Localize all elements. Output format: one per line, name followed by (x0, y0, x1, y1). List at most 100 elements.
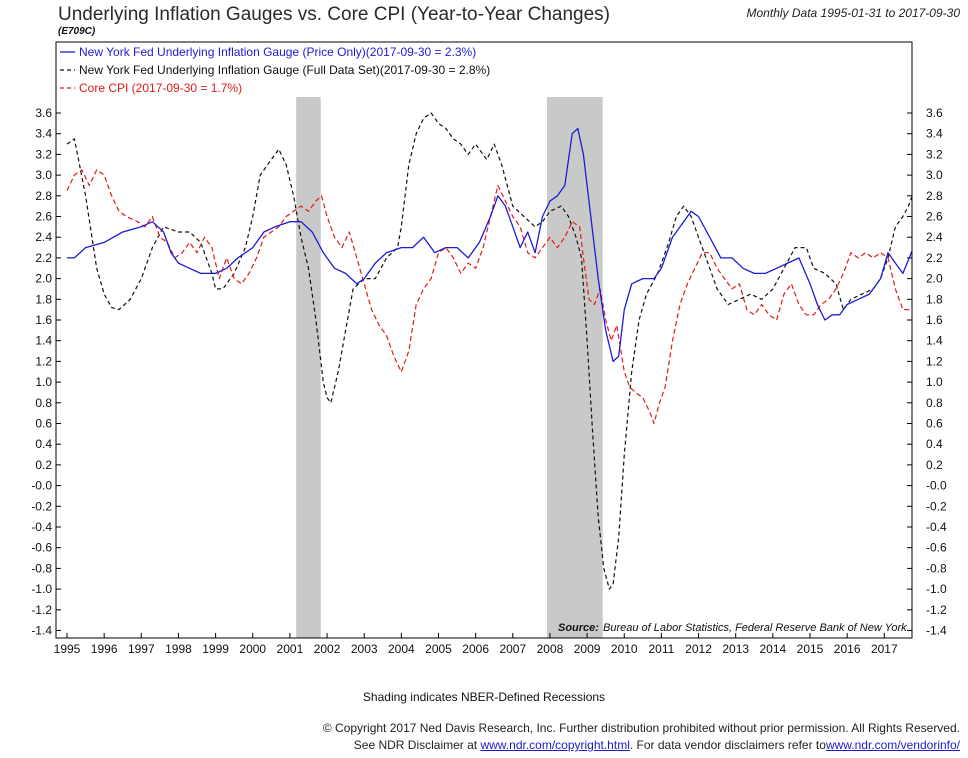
series-line-2 (66, 169, 913, 425)
x-tick-label: 2006 (462, 642, 489, 656)
y-tick-label-left: -1.4 (31, 624, 52, 638)
y-tick-label-right: -0.8 (926, 561, 947, 575)
y-tick-label-right: 0.4 (926, 437, 943, 451)
y-tick-label-right: -1.0 (926, 582, 947, 596)
y-tick-label-left: 1.2 (35, 354, 52, 368)
y-tick-label-right: 0.2 (926, 458, 943, 472)
y-tick-label-right: 1.4 (926, 334, 943, 348)
x-tick-label: 2004 (388, 642, 415, 656)
copyright-link[interactable]: www.ndr.com/copyright.html (480, 738, 630, 752)
y-ticks-left: 3.6 3.4 3.2 3.0 2.8 2.6 2.4 2.2 2.0 1.8 1.6 1.4 1.2 1… (31, 106, 61, 638)
y-tick-label-left: 2.6 (35, 210, 52, 224)
copyright: © Copyright 2017 Ned Davis Research, Inc… (322, 721, 960, 735)
y-tick-label-left: 1.4 (35, 334, 52, 348)
x-tick-label: 2000 (239, 642, 266, 656)
x-tick-label: 2012 (685, 642, 712, 656)
y-tick-label-left: 3.2 (35, 147, 52, 161)
x-ticks: 1995 1996 1997 1998 1999 2000 2001 2002 2003 2004… (54, 633, 898, 656)
y-tick-label-left: 3.0 (35, 168, 52, 182)
y-tick-label-right: 3.0 (926, 168, 943, 182)
y-tick-label-left: -0.6 (31, 541, 52, 555)
series-lines (66, 112, 913, 590)
disclaimer-prefix: See NDR Disclaimer at (353, 738, 481, 752)
x-tick-label: 1999 (202, 642, 229, 656)
x-tick-label: 1996 (91, 642, 118, 656)
y-tick-label-left: 1.0 (35, 375, 52, 389)
x-tick-label: 2005 (425, 642, 452, 656)
y-tick-label-left: -1.2 (31, 603, 52, 617)
x-tick-label: 2017 (871, 642, 898, 656)
x-tick-label: 1995 (54, 642, 81, 656)
recession-band-1 (546, 97, 603, 638)
series-line-0 (67, 127, 913, 363)
y-tick-label-right: 2.2 (926, 251, 943, 265)
x-tick-label: 2003 (351, 642, 378, 656)
y-tick-label-right: 2.4 (926, 230, 943, 244)
y-tick-label-left: 0.6 (35, 417, 52, 431)
source-text: Bureau of Labor Statistics, Federal Rese… (603, 622, 907, 634)
y-tick-label-left: -0.0 (31, 479, 52, 493)
chart-code: (E709C) (58, 26, 96, 37)
source-note: Source: Bureau of Labor Statistics, Fede… (558, 622, 907, 634)
y-tick-label-right: 0.8 (926, 396, 943, 410)
y-tick-label-right: 1.6 (926, 313, 943, 327)
date-range: Monthly Data 1995-01-31 to 2017-09-30 (746, 6, 960, 20)
disclaimer: See NDR Disclaimer at www.ndr.com/copyri… (354, 738, 960, 752)
disclaimer-mid: . For data vendor disclaimers refer to (629, 738, 826, 752)
x-tick-label: 1997 (128, 642, 155, 656)
x-tick-label: 2002 (314, 642, 341, 656)
y-tick-label-left: 2.2 (35, 251, 52, 265)
plot-frame (55, 41, 913, 639)
y-tick-label-left: 3.6 (35, 106, 52, 120)
x-tick-label: 2001 (277, 642, 304, 656)
series-line-1 (66, 112, 913, 590)
recession-note: Shading indicates NBER-Defined Recession… (362, 690, 606, 704)
y-tick-label-right: 2.8 (926, 189, 943, 203)
y-ticks-right: 3.6 3.4 3.2 3.0 2.8 2.6 2.4 2.2 2.0 1.8 1.6 1.4 1.2 1… (907, 106, 947, 638)
y-tick-label-right: 2.0 (926, 272, 943, 286)
x-tick-label: 2007 (499, 642, 526, 656)
y-tick-label-left: 0.2 (35, 458, 52, 472)
y-tick-label-left: 0.8 (35, 396, 52, 410)
x-tick-label: 2015 (797, 642, 824, 656)
y-tick-label-left: 3.4 (35, 127, 52, 141)
x-tick-label: 2011 (648, 642, 674, 656)
y-tick-label-right: 1.2 (926, 354, 943, 368)
y-tick-label-right: -1.2 (926, 603, 947, 617)
vendorinfo-link[interactable]: www.ndr.com/vendorinfo/ (825, 738, 960, 752)
legend-label-0: New York Fed Underlying Inflation Gauge … (79, 45, 476, 59)
legend-label-2: Core CPI (2017-09-30 = 1.7%) (79, 81, 242, 95)
y-tick-label-left: -0.2 (31, 499, 52, 513)
y-tick-label-left: -0.4 (31, 520, 52, 534)
chart-title: Underlying Inflation Gauges vs. Core CPI… (58, 4, 610, 25)
chart: 3.6 3.4 3.2 3.0 2.8 2.6 2.4 2.2 2.0 1.8 1.6 1.4 1.2 1… (31, 41, 947, 656)
recession-shading (296, 97, 603, 638)
y-tick-label-left: -0.8 (31, 561, 52, 575)
y-tick-label-left: 2.8 (35, 189, 52, 203)
legend: New York Fed Underlying Inflation Gauge … (60, 45, 490, 95)
x-tick-label: 2010 (611, 642, 638, 656)
recession-band-0 (296, 97, 321, 638)
y-tick-label-right: 2.6 (926, 210, 943, 224)
x-tick-label: 2013 (722, 642, 749, 656)
x-tick-label: 2008 (537, 642, 564, 656)
y-tick-label-right: -0.6 (926, 541, 947, 555)
x-tick-label: 2009 (574, 642, 601, 656)
y-tick-label-left: 1.6 (35, 313, 52, 327)
y-tick-label-right: 3.4 (926, 127, 943, 141)
y-tick-label-left: -1.0 (31, 582, 52, 596)
y-tick-label-right: -1.4 (926, 624, 947, 638)
y-tick-label-left: 0.4 (35, 437, 52, 451)
y-tick-label-right: -0.0 (926, 479, 947, 493)
x-tick-label: 2014 (759, 642, 786, 656)
x-tick-label: 1998 (165, 642, 192, 656)
y-tick-label-right: 1.8 (926, 292, 943, 306)
y-tick-label-right: 0.6 (926, 417, 943, 431)
y-tick-label-right: -0.4 (926, 520, 947, 534)
y-tick-label-right: -0.2 (926, 499, 947, 513)
y-tick-label-left: 2.0 (35, 272, 52, 286)
y-tick-label-right: 3.6 (926, 106, 943, 120)
y-tick-label-right: 3.2 (926, 147, 943, 161)
y-tick-label-right: 1.0 (926, 375, 943, 389)
legend-label-1: New York Fed Underlying Inflation Gauge … (79, 63, 490, 77)
